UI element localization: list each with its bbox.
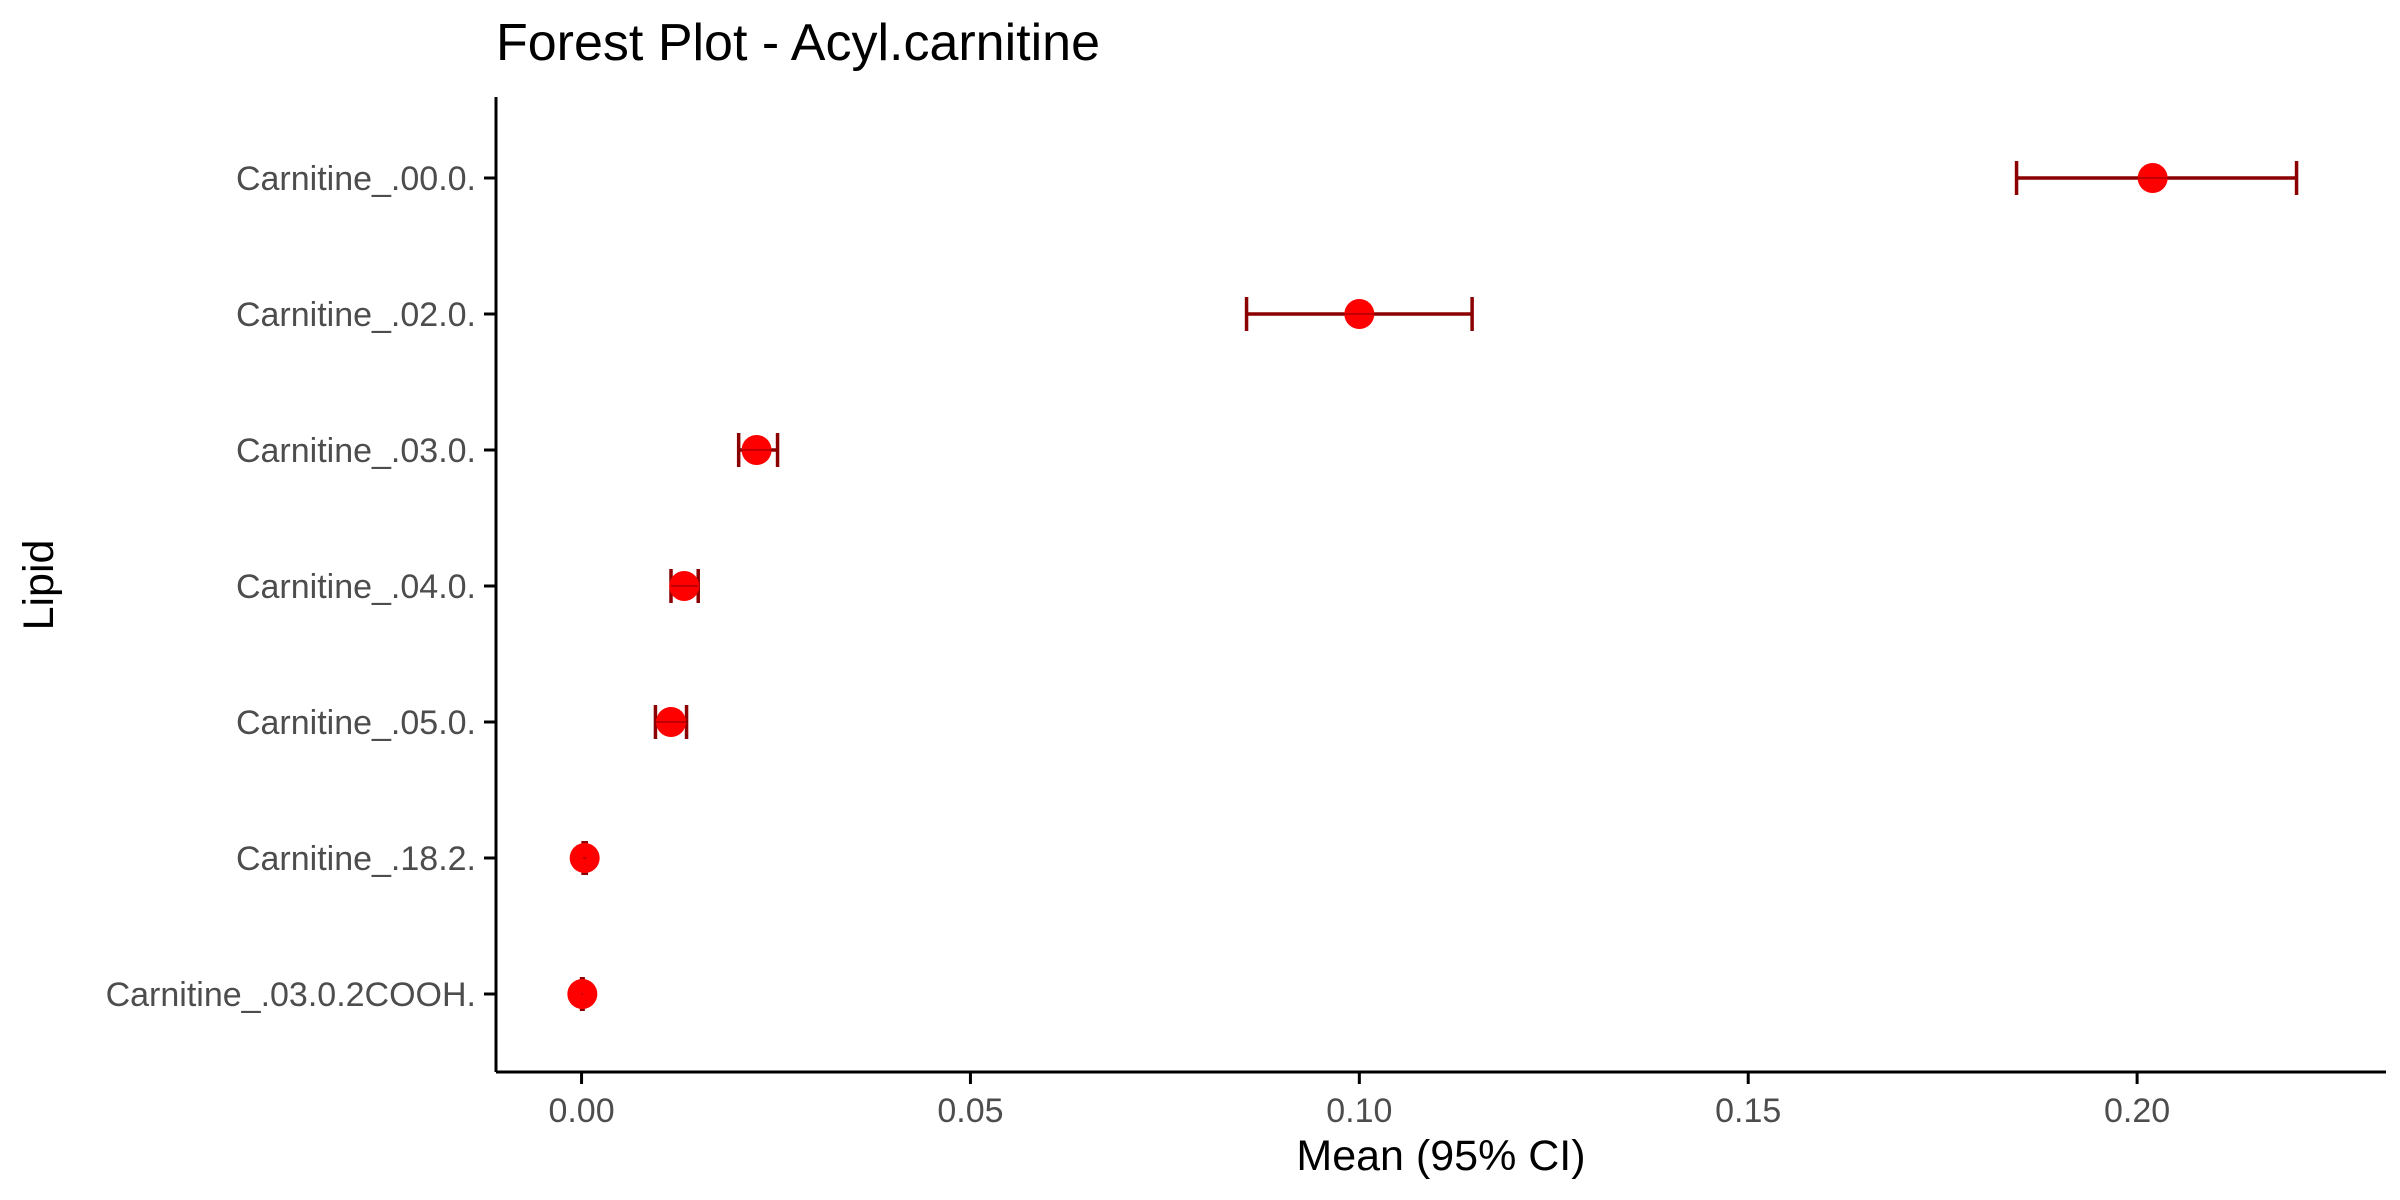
forest-row xyxy=(2014,161,2299,195)
y-tick-label: Carnitine_.03.0.2COOH. xyxy=(106,976,476,1014)
x-axis-title: Mean (95% CI) xyxy=(1296,1132,1585,1180)
x-tick-label: 0.20 xyxy=(2104,1092,2170,1130)
x-tick-label: 0.15 xyxy=(1715,1092,1781,1130)
x-tick-label: 0.00 xyxy=(548,1092,614,1130)
plot-panel: 0.00 0.05 0.10 0.15 0.20 Carnitine_.00.0.Car… xyxy=(106,97,2386,1130)
y-axis-title: Lipid xyxy=(15,540,63,631)
forest-row xyxy=(1244,297,1474,331)
x-axis-ticks: 0.00 0.05 0.10 0.15 0.20 xyxy=(548,1072,2170,1130)
y-tick-label: Carnitine_.02.0. xyxy=(236,296,476,334)
forest-rows xyxy=(567,161,2299,1011)
y-tick-label: Carnitine_.05.0. xyxy=(236,704,476,742)
forest-row xyxy=(567,977,598,1011)
y-tick-label: Carnitine_.04.0. xyxy=(236,568,476,606)
y-axis-ticks: Carnitine_.00.0. Carnitine_.02.0. Carnitin… xyxy=(106,160,496,1014)
forest-row xyxy=(653,705,689,739)
forest-row xyxy=(736,433,780,467)
forest-row xyxy=(669,569,700,603)
y-tick-label: Carnitine_.00.0. xyxy=(236,160,476,198)
chart-title: Forest Plot - Acyl.carnitine xyxy=(496,14,1100,72)
y-tick-label: Carnitine_.03.0. xyxy=(236,432,476,470)
forest-row xyxy=(569,841,600,875)
x-tick-label: 0.05 xyxy=(937,1092,1003,1130)
x-tick-label: 0.10 xyxy=(1326,1092,1392,1130)
y-tick-label: Carnitine_.18.2. xyxy=(236,840,476,878)
